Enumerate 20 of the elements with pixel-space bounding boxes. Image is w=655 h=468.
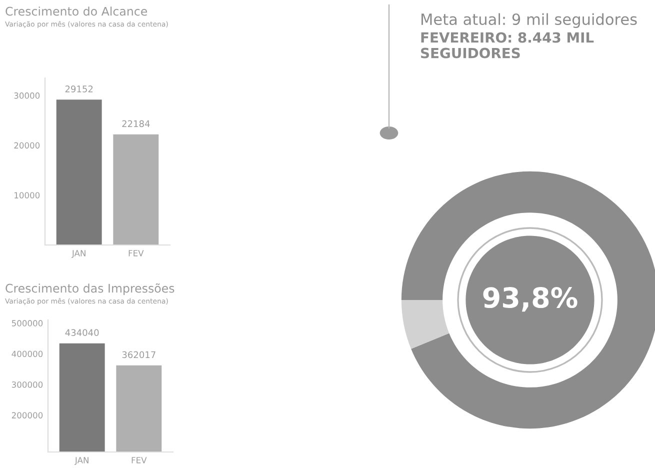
data-label: 29152	[65, 86, 93, 92]
y-tick-label: 400000	[12, 350, 43, 358]
y-tick-label: 30000	[14, 92, 40, 99]
data-label: 22184	[122, 120, 150, 128]
x-tick-label: JAN	[74, 457, 88, 465]
x-tick-label: FEV	[132, 457, 147, 464]
data-label: 362017	[122, 351, 156, 358]
y-tick-label: 10000	[14, 192, 40, 198]
chart-subtitle: FEVEREIRO: 8.443 MIL SEGUIDORES	[420, 32, 594, 58]
x-tick-label: JAN	[72, 250, 86, 258]
chart-title: Crescimento das Impressões	[6, 283, 174, 295]
y-tick-label: 200000	[12, 412, 43, 418]
y-tick-label: 20000	[14, 142, 40, 149]
chart-title: Crescimento do Alcance	[6, 6, 148, 16]
x-tick-label: FEV	[128, 250, 144, 256]
y-tick-label: 500000	[12, 320, 43, 326]
chart-title: Meta atual: 9 mil seguidores	[422, 13, 637, 28]
data-label: 434040	[65, 329, 99, 336]
y-tick-label: 300000	[12, 381, 43, 388]
text: 93,8%	[483, 287, 578, 312]
